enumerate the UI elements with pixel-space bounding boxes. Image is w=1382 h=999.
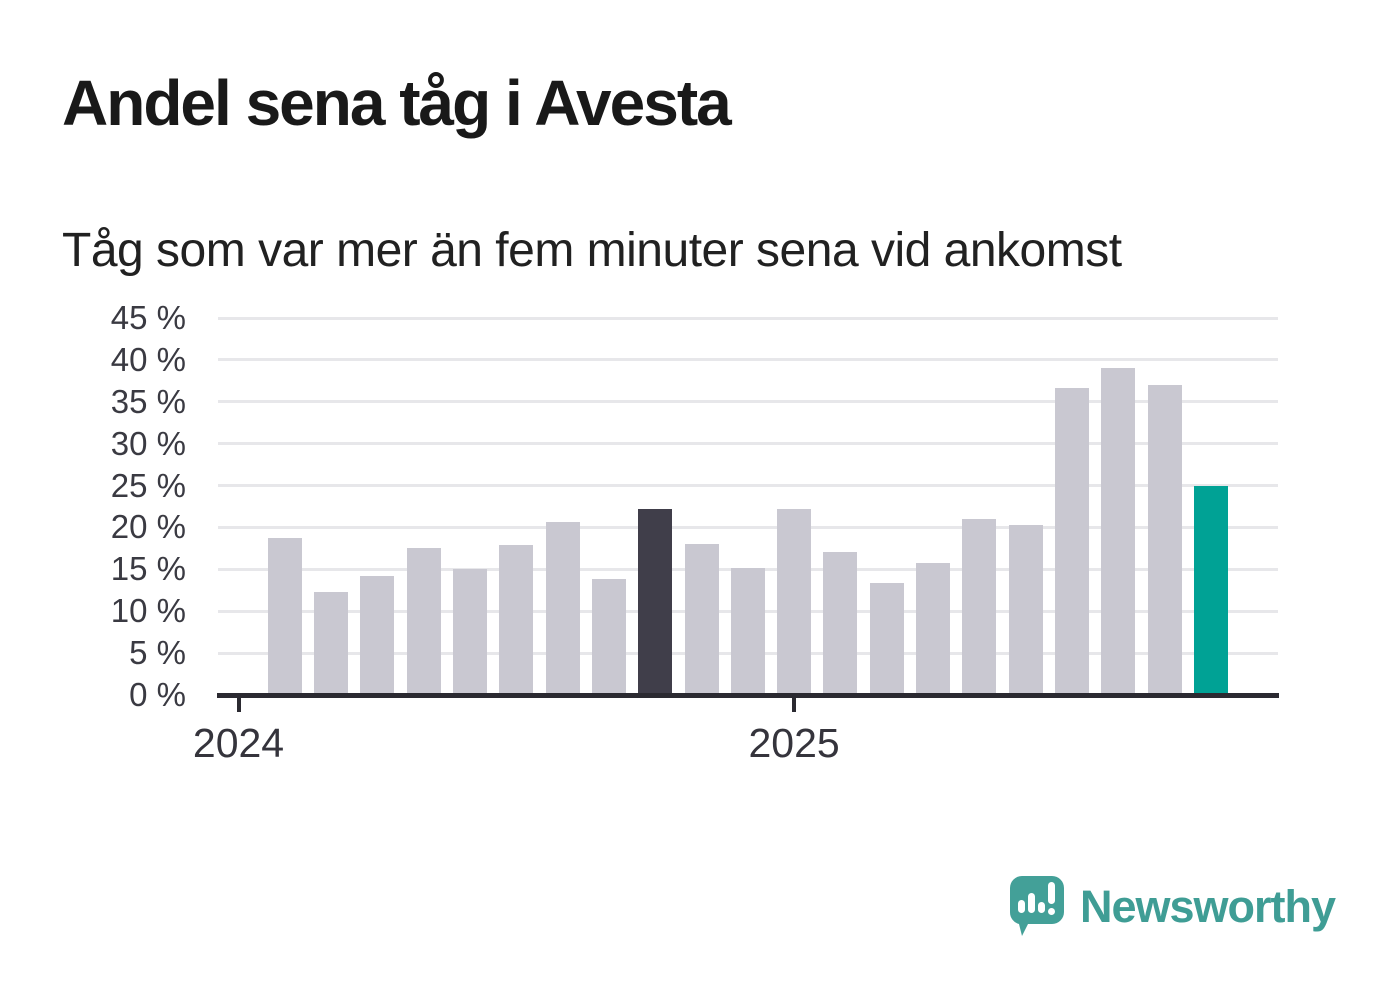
chart-subtitle: Tåg som var mer än fem minuter sena vid … (62, 224, 1122, 277)
bar (684, 544, 719, 695)
gridline-40 (218, 358, 1278, 362)
bar (314, 591, 349, 695)
bar (1147, 385, 1182, 695)
y-axis-label: 10 % (110, 592, 186, 630)
y-axis-label: 25 % (110, 466, 186, 504)
y-axis-label: 45 % (110, 299, 186, 336)
bar (360, 576, 395, 695)
x-axis-label-2024: 2024 (192, 720, 285, 766)
gridline-30 (218, 442, 1278, 446)
y-axis-label: 15 % (110, 550, 186, 588)
y-axis-label: 20 % (110, 508, 186, 546)
bar (777, 509, 812, 695)
x-axis-tick-2025 (792, 698, 797, 712)
bar (730, 567, 765, 695)
x-axis-label-2025: 2025 (748, 720, 840, 766)
bar-dark-highlight (638, 509, 673, 695)
gridline-45 (218, 316, 1278, 320)
y-axis-label: 30 % (110, 424, 186, 462)
page-title: Andel sena tåg i Avesta (62, 67, 732, 139)
x-axis-line (217, 692, 1279, 698)
bar (1008, 524, 1043, 695)
bar-chart-plot-area: 0 % 5 % 10 % 15 % 20 % 25 % 30 % 35 % 40 % 45 % 20… (111, 299, 1279, 766)
y-axis-label: 35 % (110, 382, 186, 420)
bar (267, 537, 302, 695)
gridline-20 (218, 525, 1278, 529)
bar (823, 551, 858, 695)
y-axis-label: 40 % (110, 340, 186, 378)
bar (545, 521, 580, 695)
newsworthy-logo: Newsworthy (1010, 876, 1336, 938)
bar (1054, 388, 1089, 695)
bar (869, 582, 904, 695)
bar (916, 562, 950, 695)
newsworthy-logo-text: Newsworthy (1080, 881, 1336, 932)
bar (453, 569, 487, 695)
bar (406, 547, 441, 695)
bar (962, 519, 997, 695)
bar (591, 578, 626, 695)
gridline-25 (218, 484, 1278, 488)
newsworthy-logo-icon (1010, 876, 1064, 936)
y-axis-label: 0 % (129, 676, 186, 713)
x-axis-tick-2024 (236, 698, 241, 712)
bar (1101, 368, 1136, 695)
y-axis-label: 5 % (129, 634, 186, 672)
bar-accent-highlight (1193, 485, 1228, 695)
gridline-35 (218, 400, 1278, 404)
bar (499, 545, 534, 695)
